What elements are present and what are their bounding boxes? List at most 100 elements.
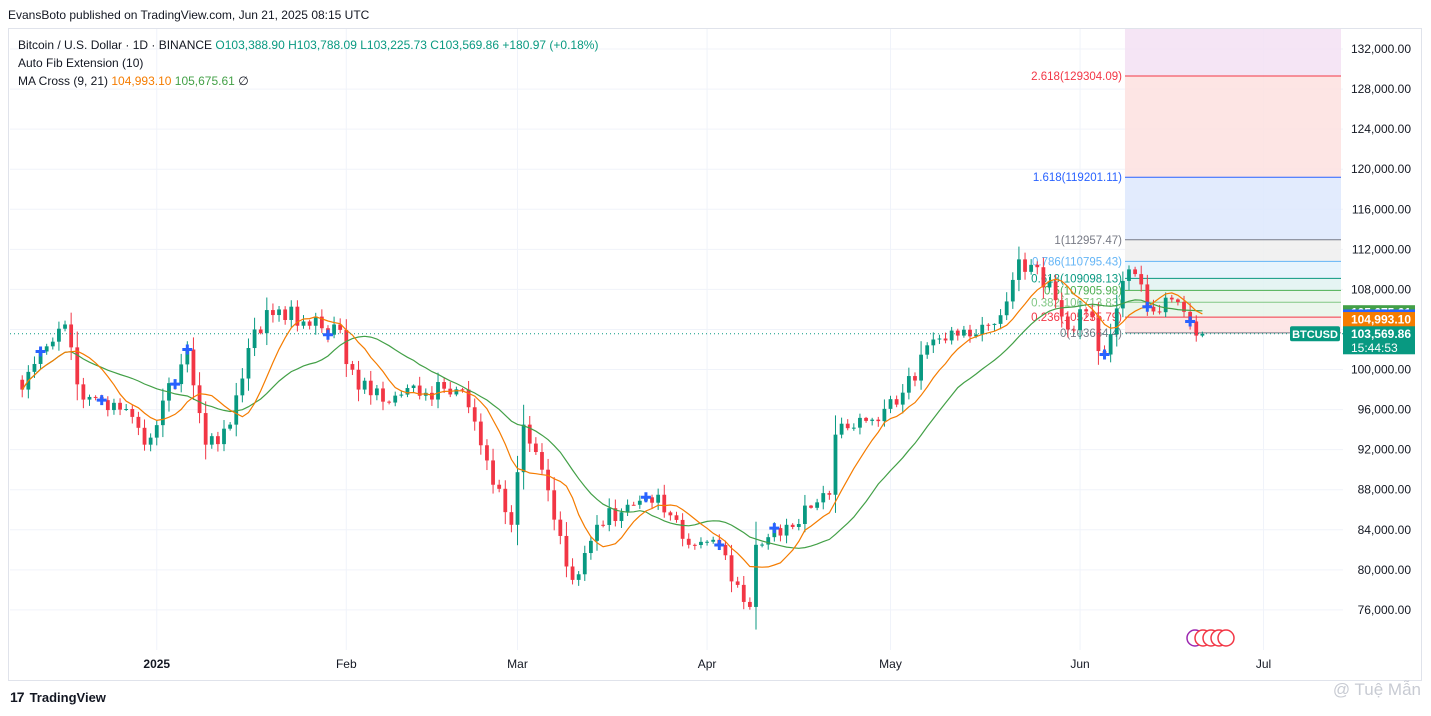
candle-body [919, 354, 923, 381]
candle-body [222, 428, 226, 445]
candle-body [252, 329, 257, 349]
candle-body [289, 306, 294, 320]
candle-body [851, 427, 856, 429]
y-tick-label: 108,000.00 [1351, 282, 1411, 296]
candle-body [961, 329, 966, 336]
candle-body [662, 494, 667, 513]
candle-body [460, 389, 465, 391]
candle-body [411, 385, 416, 389]
ma-cross-marker [35, 346, 46, 357]
candle-body [69, 324, 74, 348]
time-axis[interactable]: 2025 Feb Mar Apr May Jun Jul [143, 657, 1271, 671]
candle-body [50, 341, 55, 347]
candle-body [283, 309, 288, 320]
candle-body [894, 399, 899, 405]
candle-body [319, 316, 324, 329]
legend-fib-row[interactable]: Auto Fib Extension (10) [18, 54, 598, 72]
candle-body [723, 544, 728, 556]
ma-cross-marker [714, 539, 725, 550]
candle-body [925, 345, 930, 355]
candle-body [81, 384, 86, 400]
candle-body [827, 493, 832, 495]
chart-legend: Bitcoin / U.S. Dollar · 1D · BINANCE O10… [18, 36, 598, 90]
candle-body [381, 388, 385, 402]
legend-low: L103,225.73 [360, 38, 427, 52]
candle-body [931, 339, 936, 346]
legend-open: O103,388.90 [215, 38, 285, 52]
symbol-tag-text: BTCUSD [1292, 329, 1338, 341]
candle-body [1200, 333, 1205, 336]
y-tick-label: 132,000.00 [1351, 42, 1411, 56]
y-tick-label: 100,000.00 [1351, 363, 1411, 377]
candle-body [729, 555, 734, 582]
candle-body [387, 401, 392, 403]
candle-body [472, 407, 477, 422]
candle-body [1084, 309, 1089, 312]
legend-symbol[interactable]: Bitcoin / U.S. Dollar · 1D · BINANCE [18, 38, 213, 52]
candle-body [955, 330, 960, 336]
candle-body [417, 385, 422, 396]
candle-body [142, 427, 147, 445]
candle-body [760, 544, 765, 546]
x-tick-label: Apr [698, 657, 717, 671]
candle-body [301, 321, 306, 326]
candle-body [570, 566, 575, 580]
candle-body [625, 504, 630, 513]
ma-lines [10, 278, 1343, 568]
candle-body [179, 364, 184, 385]
x-tick-label: 2025 [143, 657, 170, 671]
ma-cross-marker [170, 379, 181, 390]
candle-body [436, 382, 440, 400]
candle-body [203, 413, 208, 445]
candle-body [582, 553, 587, 575]
candle-body [57, 328, 61, 342]
candle-body [1169, 297, 1174, 300]
price-axis[interactable]: 76,000.00 80,000.00 84,000.00 88,000.00 92,0… [1351, 42, 1411, 617]
candle-body [356, 369, 361, 390]
tradingview-brand[interactable]: 17 TradingView [10, 689, 106, 705]
candle-body [747, 601, 752, 607]
candle-body [118, 402, 122, 410]
fib-zone [1124, 177, 1341, 240]
candle-body [650, 497, 654, 503]
y-tick-label: 80,000.00 [1358, 563, 1412, 577]
x-tick-label: May [879, 657, 902, 671]
candle-body [1176, 299, 1180, 302]
legend-ma-row[interactable]: MA Cross (9, 21) 104,993.10 105,675.61 ∅ [18, 72, 598, 90]
candle-body [1163, 297, 1168, 313]
candle-body [588, 540, 593, 554]
candle-body [485, 445, 489, 461]
candle-body [680, 519, 685, 539]
candle-body [741, 584, 746, 602]
candle-body [864, 417, 868, 421]
candle-body [1041, 267, 1046, 288]
candle-body [1182, 301, 1186, 312]
ma-cross-marker [322, 329, 333, 340]
candle-body [882, 408, 887, 422]
candle-body [1047, 281, 1052, 288]
candle-body [393, 395, 398, 403]
candle-body [858, 417, 862, 428]
candle-body [130, 408, 135, 417]
candle-body [442, 382, 447, 389]
candle-body [998, 315, 1003, 324]
candle-body [234, 395, 239, 425]
candle-body [240, 378, 245, 396]
candle-body [399, 394, 404, 396]
legend-change: +180.97 (+0.18%) [502, 38, 599, 52]
candle-body [888, 399, 893, 409]
candle-body [1004, 301, 1009, 316]
candle-body [1139, 274, 1144, 285]
candle-body [362, 380, 367, 390]
ma-cross-marker [1142, 301, 1153, 312]
fib-level-label: 1.618(119201.11) [1033, 172, 1122, 184]
candle-body [191, 349, 196, 386]
chart-frame[interactable] [8, 28, 1422, 681]
price-tag-text: 104,993.10 [1351, 313, 1411, 327]
candle-body [974, 334, 979, 337]
event-icons[interactable] [1186, 629, 1235, 647]
economic-event-icon [1217, 629, 1235, 647]
fib-level-label: 0.5(107905.98) [1044, 285, 1122, 297]
candle-body [1157, 311, 1162, 313]
